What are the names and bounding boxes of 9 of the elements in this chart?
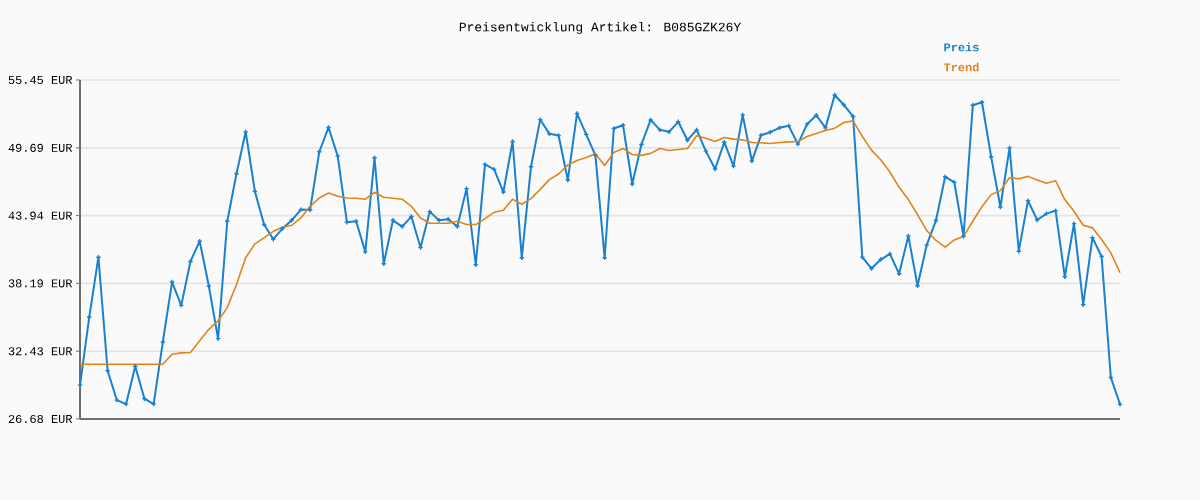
y-tick-label: 55.45 EUR [8, 75, 73, 84]
text: Preis [944, 42, 979, 52]
chart-title: Preisentwicklung Artikel: B085GZK26Y [459, 21, 741, 35]
y-tick-label: 43.94 EUR [8, 211, 73, 220]
y-tick-label: 38.19 EUR [8, 279, 73, 288]
y-tick-label: 26.68 EUR [8, 414, 73, 424]
text: Trend [943, 62, 979, 72]
y-tick-label: 49.69 EUR [8, 143, 73, 152]
y-tick-label: 32.43 EUR [8, 347, 73, 356]
